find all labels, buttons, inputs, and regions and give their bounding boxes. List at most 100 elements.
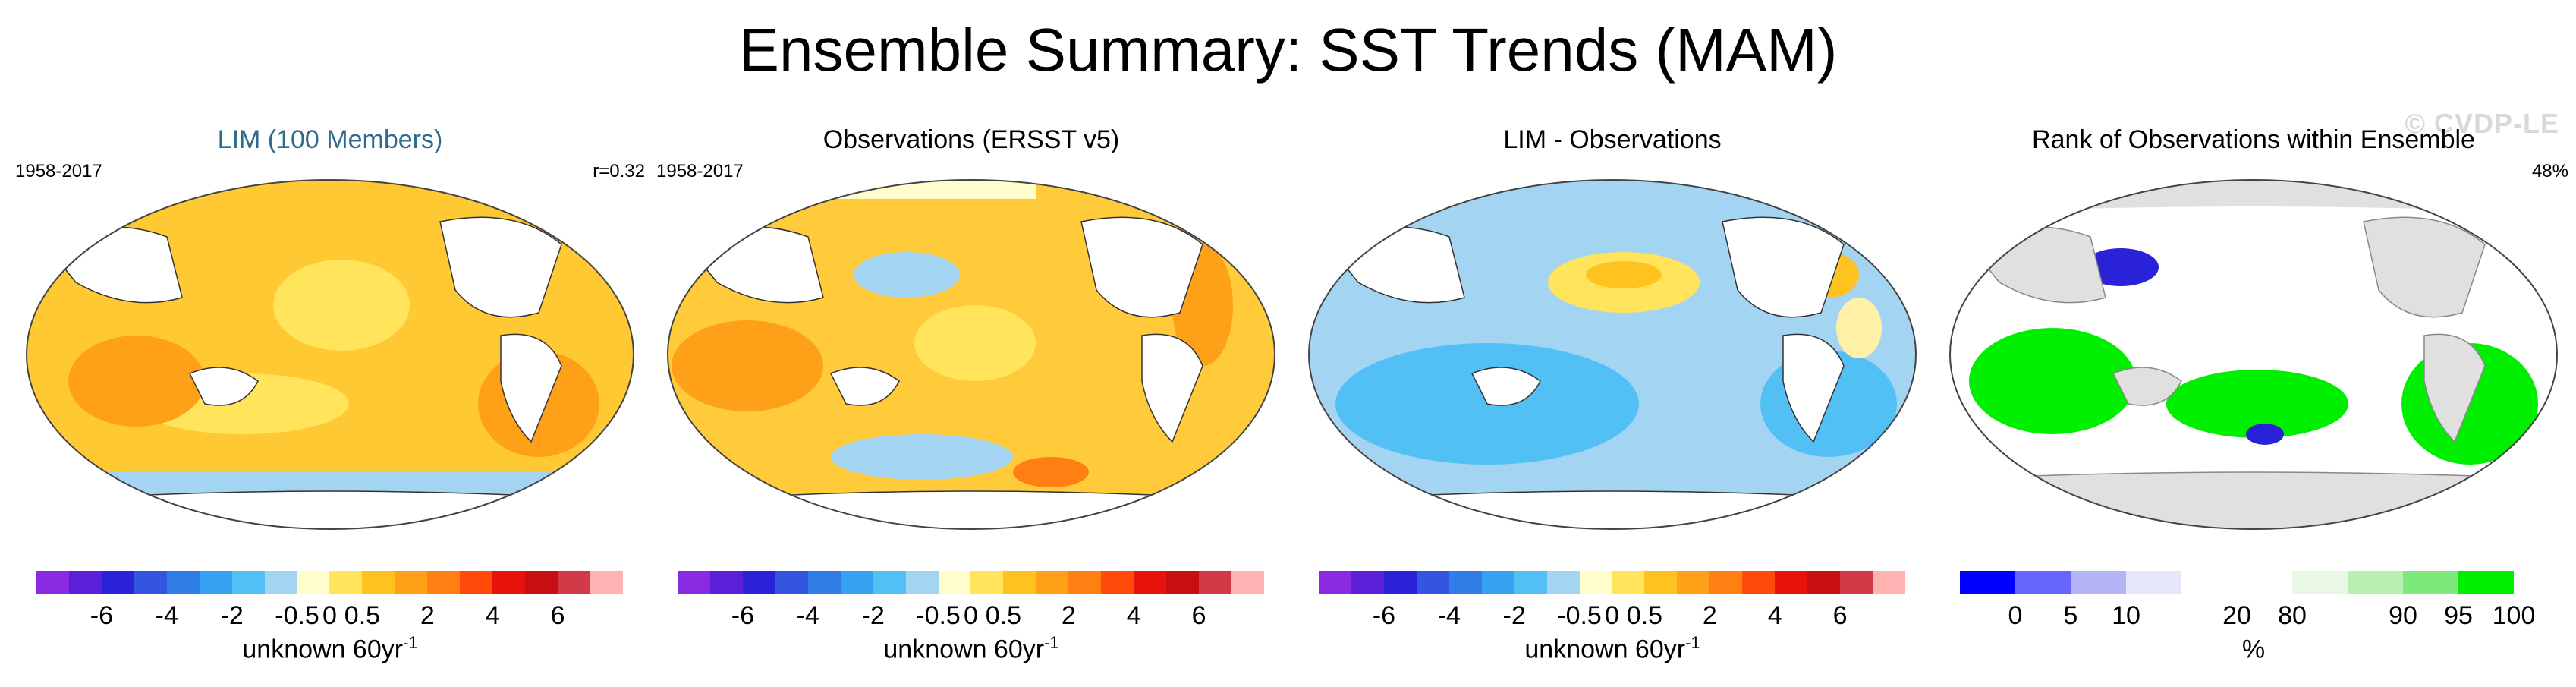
- colorbar-segment: [329, 571, 363, 594]
- land-south-america: [1141, 333, 1203, 443]
- map-outline: [26, 179, 634, 530]
- main-title: Ensemble Summary: SST Trends (MAM): [738, 16, 1838, 84]
- colorbar-segment: [1231, 571, 1264, 594]
- colorbar-segment: [742, 571, 775, 594]
- colorbar: [678, 571, 1264, 594]
- ocean-anomaly: [1836, 298, 1882, 358]
- rank-percent-label: 48%: [2531, 161, 2568, 181]
- colorbar-segment: [2237, 571, 2292, 594]
- rank-region: [2246, 424, 2284, 445]
- land-antarctica: [27, 490, 634, 529]
- colorbar-tick-label: -2: [1502, 601, 1526, 630]
- colorbar-tick-label: 4: [485, 601, 500, 630]
- colorbar-tick-label: 95: [2444, 601, 2473, 630]
- colorbar-tick-label: 80: [2278, 601, 2307, 630]
- colorbar-tick-label: 4: [1126, 601, 1141, 630]
- land-south-america: [1782, 333, 1845, 443]
- watermark: © CVDP-LE: [2405, 108, 2559, 139]
- colorbar-segment: [1134, 571, 1167, 594]
- unit-label: unknown 60yr-1: [242, 633, 418, 664]
- colorbar-segment: [1448, 571, 1482, 594]
- colorbar-segment: [101, 571, 134, 594]
- land-north-america: [1080, 216, 1203, 318]
- sst-trend-map: [26, 179, 634, 530]
- colorbar: [1319, 571, 1905, 594]
- colorbar-segment: [2126, 571, 2181, 594]
- colorbar-segment: [709, 571, 743, 594]
- colorbar-tick-label: 2: [1702, 601, 1717, 630]
- colorbar-segment: [362, 571, 395, 594]
- colorbar-segment: [1709, 571, 1743, 594]
- colorbar-tick-label: -4: [796, 601, 819, 630]
- colorbar-segment: [807, 571, 841, 594]
- colorbar-segment: [1872, 571, 1905, 594]
- colorbar-segment: [427, 571, 461, 594]
- ocean-anomaly: [1013, 457, 1089, 487]
- colorbar-ticks: -6 -4 -2 -0.5 0 0.5 2 4 6: [36, 601, 623, 632]
- panel-title: Observations (ERSST v5): [822, 125, 1120, 154]
- period-label: 1958-2017: [656, 161, 744, 181]
- land-australia: [188, 367, 259, 406]
- colorbar-segment: [525, 571, 558, 594]
- colorbar-tick-label: 0: [964, 601, 978, 630]
- period-label: 1958-2017: [15, 161, 102, 181]
- colorbar-tick-label: -0.5: [916, 601, 961, 630]
- sst-difference-map: [1308, 179, 1917, 530]
- colorbar-tick-label: -6: [90, 601, 113, 630]
- land-north-america: [2363, 216, 2486, 318]
- colorbar-segment: [1166, 571, 1199, 594]
- colorbar-segment: [873, 571, 906, 594]
- panel-title: LIM - Observations: [1503, 125, 1722, 154]
- colorbar-segment: [1775, 571, 1808, 594]
- colorbar-segment: [166, 571, 200, 594]
- land-australia: [2112, 367, 2182, 406]
- colorbar-segment: [395, 571, 428, 594]
- colorbar-segment: [1612, 571, 1645, 594]
- unit-label: unknown 60yr-1: [883, 633, 1059, 664]
- colorbar-segment: [2292, 571, 2348, 594]
- unit-label: %: [2241, 635, 2266, 664]
- ocean-anomaly: [68, 336, 205, 427]
- colorbar-tick-label: 0.5: [344, 601, 381, 630]
- colorbar-tick-label: 6: [1832, 601, 1848, 630]
- land-antarctica: [1950, 471, 2557, 529]
- panel-observations: Observations (ERSST v5) 1958-2017 -6 -4 -2…: [656, 114, 1286, 679]
- sst-trend-map: [667, 179, 1275, 530]
- colorbar-segment: [1003, 571, 1036, 594]
- colorbar-tick-label: -2: [220, 601, 244, 630]
- colorbar-segment: [1319, 571, 1351, 594]
- colorbar-segment: [590, 571, 623, 594]
- colorbar-segment: [1416, 571, 1449, 594]
- colorbar-segment: [2181, 571, 2237, 594]
- land-antarctica: [668, 490, 1275, 529]
- map-outline: [667, 179, 1275, 530]
- rank-region: [2166, 370, 2348, 438]
- colorbar-segment: [2071, 571, 2126, 594]
- colorbar-segment: [2348, 571, 2403, 594]
- colorbar-segment: [1036, 571, 1069, 594]
- colorbar-segment: [134, 571, 167, 594]
- colorbar-segment: [231, 571, 265, 594]
- colorbar-segment: [492, 571, 526, 594]
- colorbar-segment: [1101, 571, 1134, 594]
- colorbar-segment: [1677, 571, 1710, 594]
- land-south-america: [2423, 333, 2486, 443]
- land-north-america: [1722, 216, 1845, 318]
- colorbar-tick-label: 0.5: [985, 601, 1022, 630]
- colorbar-ticks: -6 -4 -2 -0.5 0 0.5 2 4 6: [678, 601, 1264, 632]
- colorbar-tick-label: 100: [2492, 601, 2536, 630]
- colorbar-tick-label: 0: [322, 601, 337, 630]
- colorbar-segment: [199, 571, 232, 594]
- colorbar: [36, 571, 623, 594]
- map-outline: [1308, 179, 1917, 530]
- colorbar-segment: [1199, 571, 1231, 594]
- ocean-anomaly: [672, 320, 823, 411]
- land-antarctica: [1309, 490, 1916, 529]
- colorbar-segment: [2458, 571, 2514, 594]
- colorbar-tick-label: -4: [155, 601, 178, 630]
- colorbar-tick-label: -0.5: [1557, 601, 1602, 630]
- colorbar-segment: [68, 571, 102, 594]
- colorbar-segment: [938, 571, 971, 594]
- colorbar-segment: [905, 571, 939, 594]
- colorbar-segment: [1383, 571, 1417, 594]
